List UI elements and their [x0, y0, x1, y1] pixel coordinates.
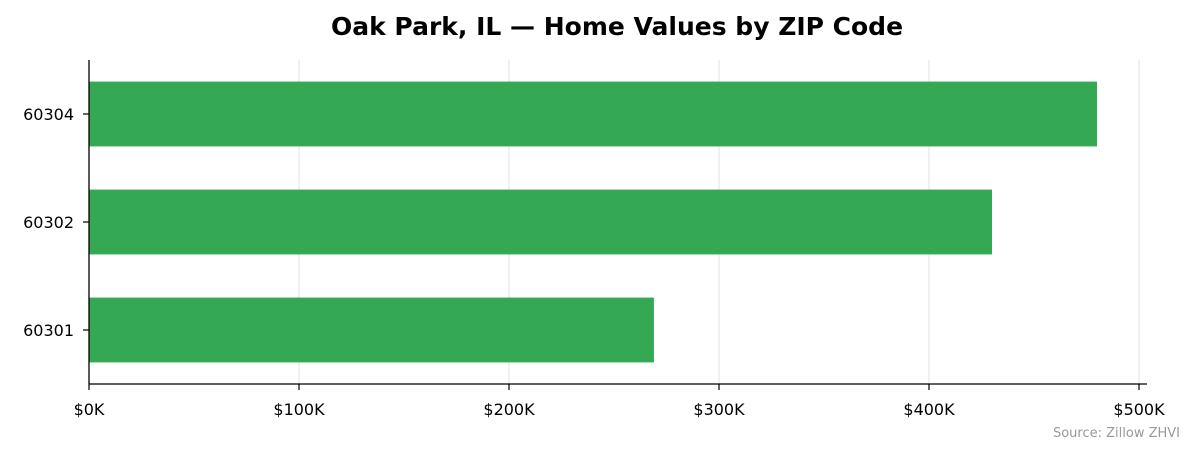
x-tick-label: $0K — [74, 400, 105, 419]
source-note: Source: Zillow ZHVI — [1053, 426, 1180, 441]
y-tick-label: 60302 — [23, 213, 74, 232]
x-tick-label: $200K — [483, 400, 535, 419]
chart-title: Oak Park, IL — Home Values by ZIP Code — [331, 12, 903, 41]
x-tick-label: $100K — [273, 400, 325, 419]
bar-60302 — [89, 189, 992, 255]
bar-60304 — [89, 81, 1097, 147]
y-ticks: 60304 60302 60301 — [23, 105, 89, 340]
x-tick-label: $400K — [903, 400, 955, 419]
x-tick-label: $300K — [693, 400, 745, 419]
y-tick-label: 60304 — [23, 105, 74, 124]
bar-60301 — [89, 297, 654, 363]
bars — [89, 81, 1097, 363]
x-tick-label: $500K — [1113, 400, 1165, 419]
x-ticks: $0K $100K $200K $300K $400K $500K — [74, 384, 1165, 419]
y-tick-label: 60301 — [23, 321, 74, 340]
